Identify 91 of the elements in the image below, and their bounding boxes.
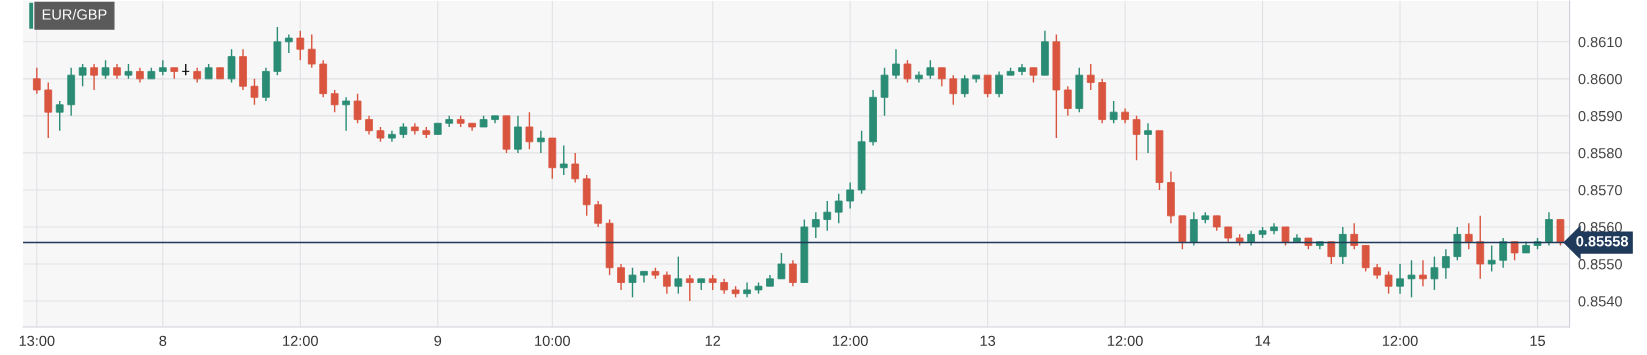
candlestick	[525, 111, 534, 150]
candlestick	[571, 152, 580, 184]
ref-line-label: 0.85558	[1576, 236, 1629, 247]
candlestick	[1556, 218, 1565, 247]
y-tick-label: 0.8580	[1578, 148, 1622, 159]
candlestick	[1063, 85, 1072, 117]
candlestick	[1350, 222, 1359, 250]
candlestick	[342, 96, 350, 132]
candlestick	[1109, 100, 1118, 124]
candlestick	[903, 59, 912, 84]
candlestick	[1396, 263, 1404, 295]
candlestick	[674, 255, 683, 295]
x-tick-label: 12:00	[1107, 335, 1143, 346]
candlestick	[1189, 211, 1198, 247]
x-tick-label: 12:00	[1382, 335, 1418, 346]
candlestick	[1086, 63, 1095, 91]
candlestick	[640, 270, 648, 284]
candlestick	[926, 59, 935, 80]
candlestick	[777, 252, 786, 280]
candlestick	[55, 100, 64, 132]
candlestick	[296, 29, 305, 62]
y-tick-label: 0.8570	[1578, 185, 1622, 196]
x-tick-label: 10:00	[535, 335, 570, 346]
candlestick	[1327, 241, 1336, 265]
candlestick	[628, 267, 637, 299]
candlestick	[915, 70, 923, 84]
candlestick	[1545, 211, 1553, 247]
candlestick	[983, 74, 992, 99]
candlestick	[514, 115, 522, 154]
candlestick	[44, 81, 53, 139]
x-tick-label: 9	[434, 335, 442, 346]
candlestick	[307, 33, 316, 69]
candlestick	[811, 211, 820, 239]
candlestick	[846, 181, 855, 210]
x-tick-label: 12	[705, 335, 721, 346]
candlestick	[834, 192, 843, 224]
candlestick	[353, 92, 362, 124]
y-tick-label: 0.8550	[1578, 259, 1622, 270]
candlestick	[537, 129, 545, 154]
candlestick	[158, 59, 167, 76]
candlestick	[1476, 215, 1485, 280]
candlestick	[330, 89, 339, 113]
candlestick	[90, 63, 98, 91]
candlestick	[663, 270, 671, 295]
candlestick	[1487, 244, 1496, 273]
candlestick	[284, 33, 293, 54]
y-tick-label: 0.8610	[1578, 36, 1622, 48]
y-tick-label: 0.8560	[1578, 222, 1622, 233]
x-tick-label: 15	[1530, 335, 1546, 346]
candlestick	[995, 70, 1003, 99]
candlestick	[227, 48, 236, 84]
candlestick	[1453, 226, 1462, 261]
y-tick-label: 0.8540	[1578, 296, 1622, 307]
candlestick	[617, 263, 625, 291]
x-tick-label: 13:00	[19, 335, 55, 346]
y-tick-label: 0.8600	[1578, 73, 1622, 85]
candlestick	[78, 63, 87, 87]
y-tick-label: 0.8590	[1578, 110, 1622, 122]
candlestick	[559, 144, 568, 176]
candlestick	[1430, 255, 1439, 291]
candlestick	[960, 74, 969, 99]
x-tick-label: 8	[159, 335, 167, 346]
candlestick	[250, 78, 259, 106]
candlestick	[789, 259, 797, 287]
candlestick	[1442, 248, 1450, 280]
x-tick-label: 14	[1255, 335, 1271, 346]
candlestick	[1281, 226, 1290, 247]
candlestick	[1384, 270, 1393, 295]
candlestick	[1464, 222, 1473, 250]
candlestick	[594, 200, 602, 228]
x-tick-label: 12:00	[833, 335, 868, 346]
candlestick	[1419, 259, 1427, 287]
candlestick	[880, 67, 889, 117]
candlestick	[1132, 115, 1141, 162]
candlestick	[1144, 122, 1152, 154]
candlestick	[949, 74, 958, 106]
candlestick	[1510, 241, 1519, 261]
candlestick	[685, 274, 694, 302]
candlestick	[1338, 226, 1347, 265]
x-tick-label: 12:00	[283, 335, 318, 346]
candlestick	[101, 59, 110, 80]
candlestick	[892, 48, 900, 80]
x-tick-label: 13	[980, 335, 996, 346]
candlestick	[32, 67, 41, 95]
candlestick	[1407, 259, 1416, 299]
candlestick	[1499, 237, 1507, 269]
candlestick	[823, 200, 832, 232]
candlestick	[1361, 244, 1370, 273]
candlestick	[365, 115, 373, 136]
chart-title: EUR/GBP	[42, 8, 107, 20]
candlestick	[937, 67, 946, 87]
